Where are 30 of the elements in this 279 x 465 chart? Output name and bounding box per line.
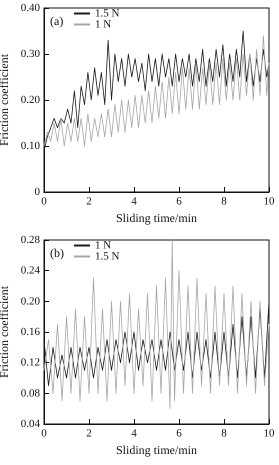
legend-label: 1.5 N — [95, 8, 120, 20]
x-tick-label: 4 — [131, 196, 138, 208]
y-tick-label: 0.30 — [20, 48, 40, 60]
x-tick-label: 10 — [264, 196, 275, 208]
x-tick-label: 2 — [86, 428, 92, 440]
x-axis-title: Sliding time/min — [116, 443, 198, 457]
x-tick-label: 8 — [221, 196, 228, 208]
legend-label: 1 N — [95, 18, 112, 30]
y-tick-label: 0.24 — [20, 264, 40, 277]
y-tick-label: 0.28 — [20, 234, 40, 246]
legend-label: 1.5 N — [95, 250, 120, 262]
y-tick-label: 0.08 — [20, 387, 40, 400]
text: (a) — [50, 14, 64, 28]
y-tick-label: 0.40 — [20, 2, 40, 14]
y-tick-label: 0.20 — [20, 94, 40, 106]
legend-label: 1 N — [95, 240, 112, 252]
x-tick-label: 10 — [264, 428, 275, 440]
y-tick-label: 0.04 — [20, 418, 40, 430]
x-tick-label: 8 — [221, 428, 228, 440]
x-tick-label: 4 — [131, 428, 138, 440]
x-tick-label: 6 — [176, 428, 182, 440]
y-tick-label: 0 — [34, 186, 40, 198]
x-axis-title: Sliding time/min — [116, 211, 198, 225]
y-tick-label: 0.10 — [20, 140, 40, 152]
y-tick-label: 0.12 — [20, 356, 40, 369]
y-tick-label: 0.20 — [20, 295, 40, 308]
x-tick-label: 6 — [176, 196, 182, 208]
y-tick-label: 0.16 — [20, 326, 40, 338]
x-tick-label: 2 — [86, 196, 92, 208]
text: (b) — [50, 246, 64, 260]
